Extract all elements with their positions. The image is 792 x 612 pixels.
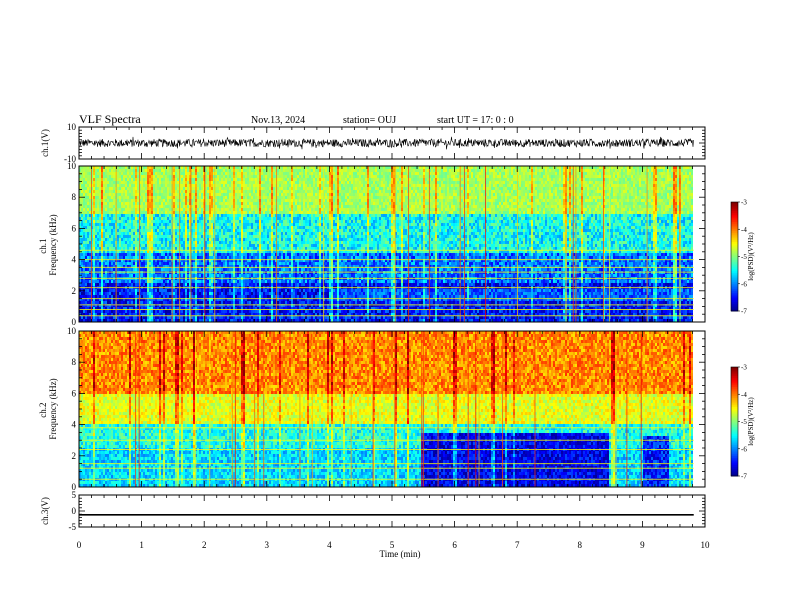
date-label: Nov.13, 2024 xyxy=(251,115,305,126)
ch2-spectrogram-ytick-label: 10 xyxy=(67,326,77,336)
ch1-colorbar-label: log(PSD)(V²/Hz) xyxy=(747,232,755,281)
ch2-colorbar-tick-label: -3 xyxy=(741,364,747,372)
time-axis-tick: 7 xyxy=(515,540,520,550)
time-axis-tick: 4 xyxy=(327,540,332,550)
ch2-spectrogram-ylabel-line1: ch.2 xyxy=(38,403,48,418)
ch1-spectrogram-ytick-label: 4 xyxy=(72,255,77,265)
ch1-colorbar-tick-label: -3 xyxy=(741,199,747,207)
ch3-waveform-panel: 5 0 -5 ch.3(V) xyxy=(40,490,705,532)
ch1-spectrogram-ytick-label: 2 xyxy=(72,286,77,296)
ch2-colorbar-label: log(PSD)(V²/Hz) xyxy=(747,397,755,446)
ch3-waveform-ytick-label: 0 xyxy=(72,506,77,516)
figure-title: VLF Spectra xyxy=(79,112,141,126)
ch1-spectrogram-ytick-label: 6 xyxy=(72,223,77,233)
ch2-spectrogram-ytick-label: 2 xyxy=(72,451,77,461)
time-axis-tick: 1 xyxy=(139,540,144,550)
ch1-waveform-ylabel: ch.1(V) xyxy=(40,129,50,157)
time-axis-tick: 2 xyxy=(202,540,207,550)
time-axis-tick: 0 xyxy=(77,540,82,550)
ch1-waveform-panel: 10-10 ch.1(V) xyxy=(40,122,705,164)
ch1-spectrogram-heatmap xyxy=(79,166,705,322)
ch2-spectrogram-ytick-label: 6 xyxy=(72,388,77,398)
ch2-spectrogram-ytick-label: 4 xyxy=(72,420,77,430)
ch3-waveform-ytick-label: -5 xyxy=(69,522,77,532)
ch1-spectrogram-ytick-label: 10 xyxy=(67,161,77,171)
ch1-waveform-ytick-label: 10 xyxy=(67,122,77,132)
ch1-colorbar-tick-label: -7 xyxy=(741,308,747,316)
ch3-waveform-ytick-label: 5 xyxy=(72,490,77,500)
ch2-spectrogram-ylabel: ch.2 Frequency (kHz) xyxy=(38,378,58,439)
start-time-label: start UT = 17: 0 : 0 xyxy=(437,115,514,126)
time-axis-tick: 9 xyxy=(640,540,645,550)
ch2-spectrogram-heatmap xyxy=(79,331,705,487)
ch2-colorbar-tick-label: -7 xyxy=(741,473,747,481)
ch1-spectrogram-ylabel: ch.1 Frequency (kHz) xyxy=(38,214,58,275)
ch3-waveform-ylabel: ch.3(V) xyxy=(40,497,50,525)
ch1-spectrogram-ylabel-line2: Frequency (kHz) xyxy=(48,214,58,275)
ch1-spectrogram-ytick-label: 8 xyxy=(72,192,77,202)
time-axis-label: Time (min) xyxy=(380,549,421,559)
station-label: station= OUJ xyxy=(343,115,396,126)
time-axis-tick: 8 xyxy=(578,540,583,550)
ch1-spectrogram-ylabel-line1: ch.1 xyxy=(38,239,48,254)
ch2-spectrogram-ytick-label: 8 xyxy=(72,357,77,367)
time-axis-tick: 10 xyxy=(701,540,711,550)
time-axis-tick: 3 xyxy=(265,540,270,550)
time-axis-tick: 6 xyxy=(452,540,457,550)
ch2-spectrogram-ylabel-line2: Frequency (kHz) xyxy=(48,378,58,439)
